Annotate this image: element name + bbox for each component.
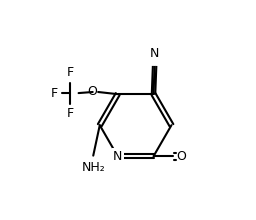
Text: O: O xyxy=(176,150,186,163)
Text: N: N xyxy=(113,150,122,163)
Text: F: F xyxy=(51,87,58,100)
Text: F: F xyxy=(66,107,73,120)
Text: NH₂: NH₂ xyxy=(81,161,105,174)
Text: O: O xyxy=(87,86,97,99)
Text: N: N xyxy=(150,48,159,60)
Text: F: F xyxy=(66,66,73,79)
